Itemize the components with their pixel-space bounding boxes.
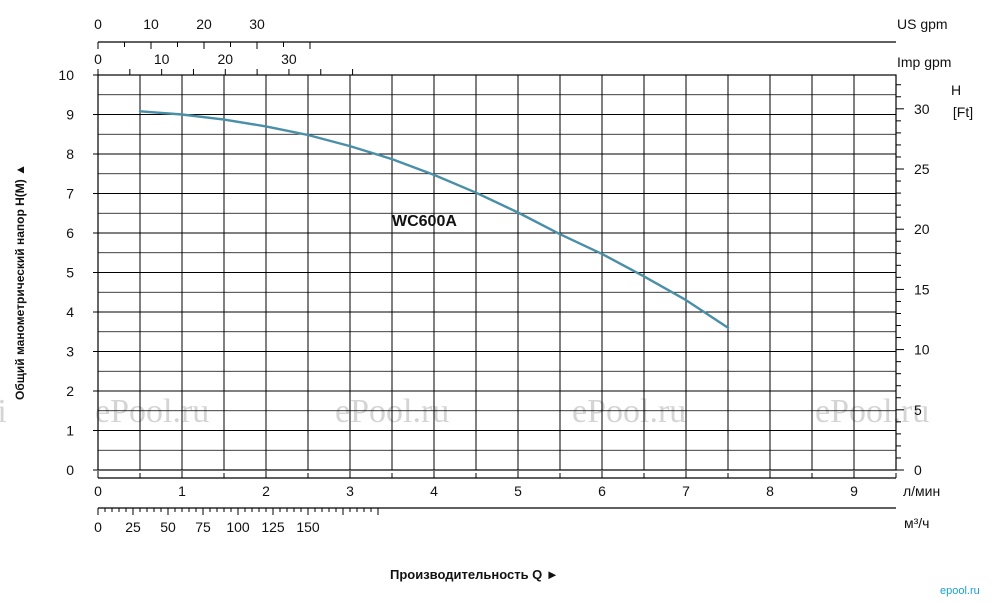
corner-logo: epool.ru	[940, 585, 980, 597]
l-min-tick-label-2: 2	[262, 483, 270, 499]
l-min-tick-label-4: 4	[430, 483, 438, 499]
us-gpm-tick-label-20: 20	[196, 16, 212, 32]
y-tick-label-m-2: 2	[66, 383, 74, 399]
imp-gpm-tick-label-0: 0	[94, 51, 102, 67]
imp-gpm-tick-label-10: 10	[154, 51, 170, 67]
l-min-tick-label-6: 6	[598, 483, 606, 499]
y-tick-label-ft-20: 20	[914, 221, 930, 237]
ft-unit-ft: [Ft]	[953, 104, 973, 120]
m3h-tick-label-25: 25	[125, 519, 141, 535]
axes-layer	[97, 41, 897, 509]
l-min-tick-label-8: 8	[766, 483, 774, 499]
us-gpm-unit: US gpm	[897, 16, 948, 32]
x-axis-label: Производительность Q ►	[390, 567, 559, 582]
l-min-tick-label-1: 1	[178, 483, 186, 499]
ft-unit-h: H	[951, 82, 961, 98]
y-tick-label-m-5: 5	[66, 265, 74, 281]
watermark-text-3: ePool.ru	[815, 393, 929, 430]
us-gpm-tick-label-30: 30	[249, 16, 265, 32]
l-min-tick-label-7: 7	[682, 483, 690, 499]
y-tick-label-ft-10: 10	[914, 342, 930, 358]
l-min-tick-label-3: 3	[346, 483, 354, 499]
m3h-unit: м³/ч	[904, 515, 929, 531]
y-axis-label: Общий манометрический напор H(M) ▲	[13, 164, 27, 400]
m3h-tick-label-50: 50	[160, 519, 176, 535]
y-tick-label-m-9: 9	[66, 107, 74, 123]
us-gpm-tick-label-0: 0	[94, 16, 102, 32]
curve-layer	[138, 110, 730, 329]
y-tick-label-m-4: 4	[66, 304, 74, 320]
watermark-text-0: ePool.ru	[95, 393, 209, 430]
l-min-tick-label-9: 9	[850, 483, 858, 499]
m3h-tick-label-0: 0	[94, 519, 102, 535]
l-min-tick-label-0: 0	[94, 483, 102, 499]
y-tick-label-m-6: 6	[66, 225, 74, 241]
y-tick-label-ft-30: 30	[914, 101, 930, 117]
m3h-tick-label-75: 75	[195, 519, 211, 535]
y-tick-label-m-10: 10	[58, 67, 74, 83]
y-tick-label-ft-25: 25	[914, 161, 930, 177]
m3h-tick-label-150: 150	[296, 519, 320, 535]
watermark-text-2: ePool.ru	[572, 393, 686, 430]
y-tick-label-ft-15: 15	[914, 281, 930, 297]
m3h-tick-label-100: 100	[226, 519, 250, 535]
y-tick-label-m-0: 0	[66, 462, 74, 478]
imp-gpm-unit: Imp gpm	[897, 54, 951, 70]
series-line-wc600a	[138, 110, 730, 329]
y-tick-label-ft-0: 0	[914, 462, 922, 478]
imp-gpm-tick-label-20: 20	[218, 51, 234, 67]
imp-gpm-tick-label-30: 30	[281, 51, 297, 67]
y-tick-label-m-7: 7	[66, 186, 74, 202]
l-min-tick-label-5: 5	[514, 483, 522, 499]
watermark-text-edge: ri	[0, 393, 7, 430]
us-gpm-tick-label-10: 10	[143, 16, 159, 32]
m3h-tick-label-125: 125	[261, 519, 285, 535]
y-tick-label-m-3: 3	[66, 344, 74, 360]
y-tick-label-ft-5: 5	[914, 402, 922, 418]
grid-layer	[97, 74, 897, 471]
y-tick-label-m-1: 1	[66, 423, 74, 439]
series-label-wc600a: WC600A	[392, 213, 457, 230]
l-min-unit: л/мин	[903, 483, 940, 499]
y-tick-label-m-8: 8	[66, 146, 74, 162]
